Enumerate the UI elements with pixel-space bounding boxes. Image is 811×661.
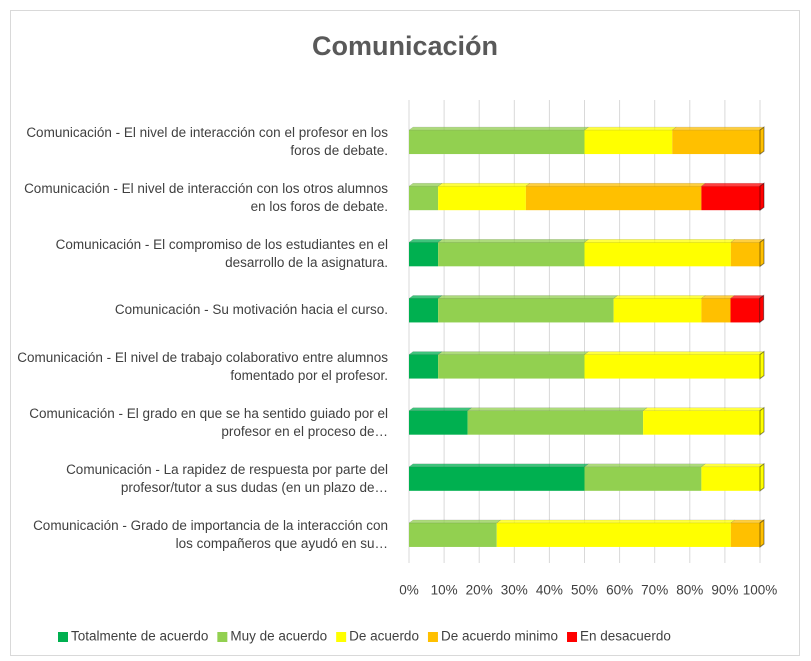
bar-top-face	[730, 239, 765, 243]
x-tick-label: 20%	[466, 583, 493, 598]
bar-top-face	[700, 463, 765, 468]
bar-side-face	[759, 126, 765, 156]
bar-segment	[613, 298, 702, 323]
bar-segment	[409, 522, 497, 547]
y-tick-label: Comunicación - La rapidez de respuesta p…	[66, 461, 388, 495]
bar-top-face	[437, 351, 590, 355]
x-tick-label: 100%	[743, 583, 778, 598]
bar-segment	[467, 410, 644, 435]
bar-side-face	[759, 518, 765, 548]
bar-top-face	[525, 182, 707, 187]
x-tick-label: 10%	[431, 583, 458, 598]
bar-segment	[409, 186, 439, 211]
legend-label: En desacuerdo	[580, 629, 671, 644]
bar-side-face	[759, 350, 765, 380]
bar-side-face	[759, 294, 765, 324]
bar-top-face	[466, 407, 648, 411]
bar-top-face	[437, 239, 590, 243]
x-tick-label: 70%	[641, 583, 668, 598]
bar-top-face	[437, 295, 619, 299]
bar-segment	[701, 298, 731, 323]
y-tick-label: Comunicación - El grado en que se ha sen…	[29, 405, 388, 439]
bar-top-face	[700, 182, 765, 187]
x-tick-label: 90%	[711, 583, 738, 598]
bar-segment	[409, 298, 439, 323]
bar-segment	[409, 242, 439, 267]
bar-top-face	[496, 519, 736, 524]
bar-segment	[409, 354, 439, 379]
bar-segment	[672, 130, 760, 155]
legend-swatch	[427, 632, 438, 642]
bar-segment	[730, 298, 760, 323]
bar-top-face	[437, 182, 531, 187]
bar-top-face	[408, 519, 502, 524]
bar-top-face	[729, 295, 765, 299]
x-tick-label: 50%	[571, 583, 598, 598]
bar-segment	[409, 466, 585, 491]
bar-top-face	[612, 295, 707, 299]
bar-side-face	[759, 406, 765, 436]
x-tick-label: 30%	[501, 583, 528, 598]
bar-segment	[496, 522, 731, 547]
bar-segment	[730, 522, 760, 547]
bar-top-face	[408, 239, 443, 243]
chart-title: Comunicación	[312, 31, 498, 61]
y-tick-label: Comunicación - El nivel de interacción c…	[26, 125, 388, 159]
bar-segment	[701, 186, 760, 211]
legend-label: Muy de acuerdo	[230, 629, 327, 644]
legend-swatch	[336, 632, 347, 642]
bar-top-face	[583, 239, 736, 243]
legend-label: Totalmente de acuerdo	[71, 629, 208, 644]
bar-segment	[701, 466, 760, 491]
bar-segment	[584, 242, 731, 267]
y-tick-label: Comunicación - El compromiso de los estu…	[55, 237, 388, 271]
bar-top-face	[730, 519, 765, 524]
bar-top-face	[583, 351, 765, 355]
bar-segment	[438, 186, 526, 211]
bar-segment	[438, 298, 614, 323]
bar-top-face	[700, 295, 736, 299]
bar-segment	[730, 242, 760, 267]
legend-swatch	[58, 632, 68, 642]
legend-label: De acuerdo	[349, 629, 419, 644]
x-tick-label: 0%	[399, 583, 419, 598]
bar-segment	[584, 354, 760, 379]
bar-top-face	[408, 407, 473, 411]
bar-top-face	[408, 463, 590, 468]
bar-top-face	[408, 182, 443, 187]
bar-top-face	[583, 126, 677, 131]
y-tick-label: Comunicación - El nivel de trabajo colab…	[17, 349, 388, 383]
bar-segment	[643, 410, 760, 435]
x-tick-label: 60%	[606, 583, 633, 598]
bar-top-face	[583, 463, 707, 468]
bar-top-face	[408, 295, 443, 299]
legend-swatch	[567, 632, 578, 642]
bar-segment	[525, 186, 702, 211]
bar-top-face	[642, 407, 765, 411]
bar-segment	[584, 130, 673, 155]
y-tick-label: Comunicación - El nivel de interacción c…	[24, 181, 388, 215]
legend-swatch	[217, 632, 228, 642]
bar-side-face	[759, 462, 765, 492]
bar-top-face	[408, 351, 443, 355]
legend-label: De acuerdo minimo	[441, 629, 558, 644]
y-tick-label: Comunicación - Su motivación hacia el cu…	[114, 302, 388, 318]
chart-frame	[10, 10, 800, 656]
bar-side-face	[759, 182, 765, 212]
bar-segment	[584, 466, 702, 491]
x-tick-label: 40%	[536, 583, 563, 598]
bar-segment	[409, 130, 585, 155]
bar-segment	[438, 354, 585, 379]
bar-segment	[409, 410, 468, 435]
y-tick-label: Comunicación - Grado de importancia de l…	[33, 517, 388, 551]
bar-top-face	[671, 126, 765, 131]
x-tick-label: 80%	[676, 583, 703, 598]
bar-top-face	[408, 126, 590, 131]
bar-side-face	[759, 238, 765, 268]
bar-segment	[438, 242, 585, 267]
